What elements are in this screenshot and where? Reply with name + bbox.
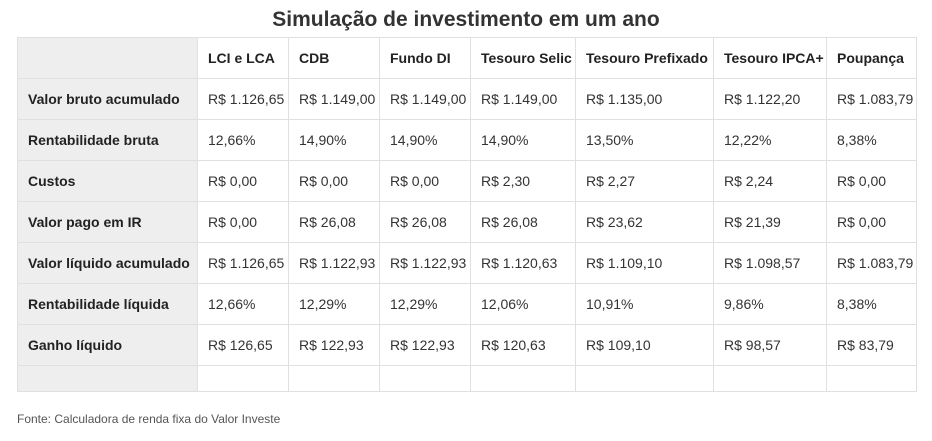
- table-cell: R$ 83,79: [826, 324, 917, 366]
- table-cell: 10,91%: [575, 283, 714, 325]
- table-row: Valor bruto acumulado R$ 1.126,65 R$ 1.1…: [17, 78, 917, 120]
- table-cell: R$ 122,93: [379, 324, 471, 366]
- table-cell: R$ 1.149,00: [470, 78, 576, 120]
- table-cell: R$ 0,00: [826, 160, 917, 202]
- table-cell: 13,50%: [575, 119, 714, 161]
- table-cell: 12,29%: [379, 283, 471, 325]
- table-cell: R$ 0,00: [379, 160, 471, 202]
- table-cell: R$ 26,08: [288, 201, 380, 243]
- row-label-valor-bruto-acumulado: Valor bruto acumulado: [17, 78, 198, 120]
- empty-cell: [470, 365, 576, 392]
- table-cell: R$ 0,00: [197, 201, 289, 243]
- table-cell: 14,90%: [288, 119, 380, 161]
- table-cell: R$ 120,63: [470, 324, 576, 366]
- column-header-fundo-di: Fundo DI: [379, 37, 471, 79]
- table-cell: R$ 0,00: [197, 160, 289, 202]
- table-cell: R$ 1.122,20: [713, 78, 827, 120]
- table-cell: R$ 1.126,65: [197, 78, 289, 120]
- page-title: Simulação de investimento em um ano: [272, 8, 660, 31]
- table-cell: 12,66%: [197, 119, 289, 161]
- table-cell: 12,29%: [288, 283, 380, 325]
- table-cell: 8,38%: [826, 119, 917, 161]
- table-cell: R$ 1.122,93: [379, 242, 471, 284]
- row-label-ganho-liquido: Ganho líquido: [17, 324, 198, 366]
- empty-cell: [713, 365, 827, 392]
- table-row: Rentabilidade bruta 12,66% 14,90% 14,90%…: [17, 119, 917, 161]
- table-cell: R$ 26,08: [379, 201, 471, 243]
- row-label-valor-pago-em-ir: Valor pago em IR: [17, 201, 198, 243]
- table-cell: R$ 109,10: [575, 324, 714, 366]
- source-note: Fonte: Calculadora de renda fixa do Valo…: [17, 412, 281, 426]
- investment-simulation-table: LCI e LCA CDB Fundo DI Tesouro Selic Tes…: [17, 37, 917, 392]
- empty-cell: [575, 365, 714, 392]
- table-row: Valor líquido acumulado R$ 1.126,65 R$ 1…: [17, 242, 917, 284]
- table-cell: R$ 21,39: [713, 201, 827, 243]
- table-cell: R$ 0,00: [288, 160, 380, 202]
- table-cell: R$ 98,57: [713, 324, 827, 366]
- column-header-tesouro-ipca: Tesouro IPCA+: [713, 37, 827, 79]
- empty-table-row: [17, 365, 917, 392]
- table-cell: R$ 1.109,10: [575, 242, 714, 284]
- empty-cell: [197, 365, 289, 392]
- table-cell: R$ 1.135,00: [575, 78, 714, 120]
- column-header-cdb: CDB: [288, 37, 380, 79]
- table-cell: 14,90%: [379, 119, 471, 161]
- table-cell: R$ 1.098,57: [713, 242, 827, 284]
- table-cell: R$ 23,62: [575, 201, 714, 243]
- table-cell: R$ 126,65: [197, 324, 289, 366]
- column-header-tesouro-selic: Tesouro Selic: [470, 37, 576, 79]
- table-cell: 12,66%: [197, 283, 289, 325]
- header-row: LCI e LCA CDB Fundo DI Tesouro Selic Tes…: [17, 37, 917, 79]
- header-corner-cell: [17, 37, 198, 79]
- column-header-tesouro-prefixado: Tesouro Prefixado: [575, 37, 714, 79]
- empty-cell: [379, 365, 471, 392]
- table-cell: R$ 122,93: [288, 324, 380, 366]
- row-label-rentabilidade-bruta: Rentabilidade bruta: [17, 119, 198, 161]
- table-row: Custos R$ 0,00 R$ 0,00 R$ 0,00 R$ 2,30 R…: [17, 160, 917, 202]
- table-cell: R$ 1.120,63: [470, 242, 576, 284]
- table-cell: R$ 1.083,79: [826, 78, 917, 120]
- table-row: Rentabilidade líquida 12,66% 12,29% 12,2…: [17, 283, 917, 325]
- table-cell: 14,90%: [470, 119, 576, 161]
- table-cell: R$ 1.122,93: [288, 242, 380, 284]
- table-cell: 8,38%: [826, 283, 917, 325]
- table-cell: R$ 1.149,00: [288, 78, 380, 120]
- table-cell: R$ 2,24: [713, 160, 827, 202]
- table-row: Ganho líquido R$ 126,65 R$ 122,93 R$ 122…: [17, 324, 917, 366]
- empty-cell: [826, 365, 917, 392]
- table-cell: R$ 26,08: [470, 201, 576, 243]
- empty-cell: [288, 365, 380, 392]
- row-label-custos: Custos: [17, 160, 198, 202]
- table-cell: R$ 1.083,79: [826, 242, 917, 284]
- row-label-valor-liquido-acumulado: Valor líquido acumulado: [17, 242, 198, 284]
- table-cell: 12,06%: [470, 283, 576, 325]
- table-cell: 12,22%: [713, 119, 827, 161]
- table-cell: R$ 0,00: [826, 201, 917, 243]
- table-cell: R$ 1.126,65: [197, 242, 289, 284]
- column-header-lci-lca: LCI e LCA: [197, 37, 289, 79]
- empty-row-label: [17, 365, 198, 392]
- table-cell: R$ 2,30: [470, 160, 576, 202]
- table-cell: R$ 2,27: [575, 160, 714, 202]
- table-cell: R$ 1.149,00: [379, 78, 471, 120]
- table-row: Valor pago em IR R$ 0,00 R$ 26,08 R$ 26,…: [17, 201, 917, 243]
- column-header-poupanca: Poupança: [826, 37, 917, 79]
- row-label-rentabilidade-liquida: Rentabilidade líquida: [17, 283, 198, 325]
- table-cell: 9,86%: [713, 283, 827, 325]
